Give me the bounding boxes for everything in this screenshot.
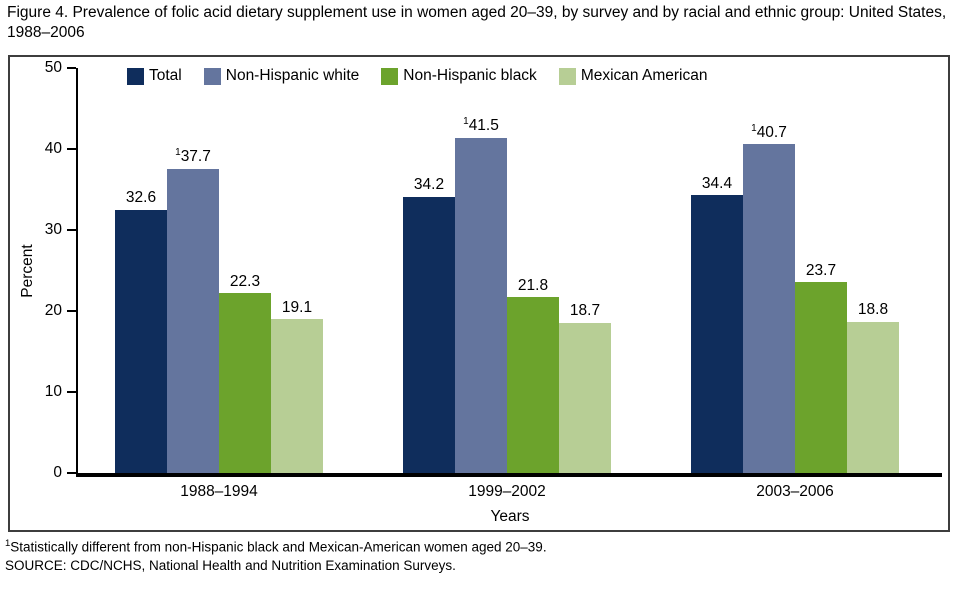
bar-value-label-non-hispanic-black-1988-1994: 22.3 — [229, 272, 261, 290]
bar-non-hispanic-black-1988-1994 — [219, 293, 271, 474]
legend-item-non-hispanic-black: Non-Hispanic black — [381, 67, 537, 85]
y-tick-label-20: 20 — [44, 302, 62, 319]
bar-value-label-mexican-american-1988-1994: 19.1 — [281, 298, 313, 316]
bar-value-label-non-hispanic-white-1988-1994: 137.7 — [175, 146, 211, 166]
footnote-source: SOURCE: CDC/NCHS, National Health and Nu… — [5, 558, 456, 574]
figure-title: Figure 4. Prevalence of folic acid dieta… — [7, 4, 947, 42]
bar-total-1988-1994 — [115, 209, 167, 474]
bar-value-label-non-hispanic-black-2003-2006: 23.7 — [805, 261, 837, 279]
y-tick-30 — [67, 229, 76, 231]
bar-non-hispanic-black-1999-2002 — [507, 297, 559, 474]
footnote-superscript: 1 — [5, 538, 11, 549]
bar-non-hispanic-white-2003-2006 — [743, 144, 795, 474]
bar-mexican-american-2003-2006 — [847, 321, 899, 474]
chart-legend: Total Non-Hispanic white Non-Hispanic blac… — [127, 67, 729, 85]
bar-mexican-american-1988-1994 — [271, 319, 323, 474]
y-tick-50 — [67, 67, 76, 69]
bar-value-label-mexican-american-1999-2002: 18.7 — [569, 302, 601, 320]
bar-value-label-non-hispanic-white-2003-2006: 140.7 — [751, 122, 787, 141]
value-superscript: 1 — [175, 146, 181, 158]
y-tick-label-40: 40 — [44, 140, 62, 157]
legend-label: Mexican American — [580, 67, 708, 84]
y-tick-10 — [67, 391, 76, 393]
legend-item-total: Total — [127, 67, 182, 85]
x-axis-title: Years — [490, 508, 530, 525]
y-axis-line — [76, 68, 78, 475]
x-axis-line — [76, 473, 942, 477]
bar-non-hispanic-black-2003-2006 — [795, 282, 847, 474]
chart-frame: Total Non-Hispanic white Non-Hispanic blac… — [8, 55, 950, 532]
y-tick-label-50: 50 — [44, 59, 62, 76]
y-tick-label-30: 30 — [44, 221, 62, 238]
y-axis-title: Percent — [19, 244, 36, 298]
bar-value-label-non-hispanic-white-1999-2002: 141.5 — [463, 116, 499, 135]
legend-swatch-non-hispanic-black — [381, 67, 399, 85]
bar-value-label-mexican-american-2003-2006: 18.8 — [857, 301, 889, 319]
footnote-statistical: 1Statistically different from non-Hispan… — [5, 537, 547, 557]
bar-non-hispanic-white-1988-1994 — [167, 168, 219, 474]
legend-item-non-hispanic-white: Non-Hispanic white — [203, 67, 360, 85]
footnote-statistical-text: Statistically different from non-Hispani… — [10, 539, 547, 555]
legend-label: Total — [149, 67, 182, 84]
legend-item-mexican-american: Mexican American — [558, 67, 708, 85]
legend-swatch-total — [127, 67, 144, 85]
bar-mexican-american-1999-2002 — [559, 322, 611, 474]
y-tick-20 — [67, 310, 76, 312]
value-superscript: 1 — [751, 122, 757, 134]
bar-non-hispanic-white-1999-2002 — [455, 137, 507, 474]
category-label-1999-2002: 1999–2002 — [468, 483, 546, 500]
y-tick-label-10: 10 — [44, 383, 62, 400]
footnotes: 1Statistically different from non-Hispan… — [5, 537, 547, 576]
bar-value-label-total-2003-2006: 34.4 — [701, 174, 733, 192]
y-tick-label-0: 0 — [53, 464, 62, 481]
legend-label: Non-Hispanic black — [403, 67, 537, 84]
legend-swatch-non-hispanic-white — [203, 67, 221, 85]
y-tick-0 — [67, 472, 76, 474]
category-label-1988-1994: 1988–1994 — [180, 483, 258, 500]
value-superscript: 1 — [463, 116, 469, 128]
bar-total-1999-2002 — [403, 196, 455, 474]
legend-swatch-mexican-american — [558, 67, 576, 85]
bar-value-label-total-1988-1994: 32.6 — [125, 189, 157, 207]
bar-total-2003-2006 — [691, 195, 743, 474]
bar-value-label-non-hispanic-black-1999-2002: 21.8 — [517, 276, 549, 294]
y-tick-40 — [67, 148, 76, 150]
legend-label: Non-Hispanic white — [225, 67, 360, 84]
category-label-2003-2006: 2003–2006 — [756, 483, 834, 500]
bar-value-label-total-1999-2002: 34.2 — [413, 176, 445, 194]
